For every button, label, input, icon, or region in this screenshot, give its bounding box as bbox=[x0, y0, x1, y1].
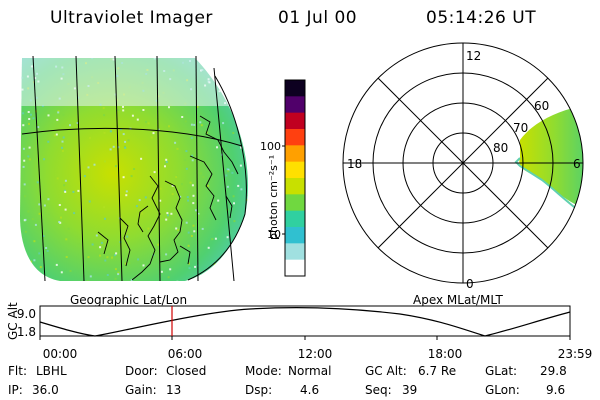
geographic-image bbox=[20, 55, 248, 282]
mlt-label-18: 18 bbox=[347, 157, 362, 171]
date-label: 01 Jul 00 bbox=[278, 8, 358, 28]
gain-value: 13 bbox=[166, 383, 182, 397]
mlat-label-60: 60 bbox=[534, 99, 549, 113]
dsp-value: 4.6 bbox=[300, 383, 320, 397]
mlt-label-12: 12 bbox=[466, 49, 481, 63]
glat-value: 29.8 bbox=[540, 364, 567, 378]
mode-value: Normal bbox=[288, 364, 332, 378]
mode-label: Mode: bbox=[245, 364, 282, 378]
polar-grid bbox=[342, 42, 584, 284]
colorbar-tick-10: 10 bbox=[267, 228, 281, 241]
color-scale-step bbox=[285, 178, 305, 195]
track-xtick-1200: 12:00 bbox=[298, 347, 333, 361]
gcalt-label: GC Alt: bbox=[365, 364, 407, 378]
track-xtick-0000: 00:00 bbox=[43, 347, 78, 361]
color-scale-step bbox=[285, 259, 305, 277]
longitude-grid bbox=[32, 55, 235, 282]
altitude-curve bbox=[39, 307, 571, 337]
track-ytick-9: 9.0 bbox=[17, 307, 36, 321]
track-xtick-1800: 18:00 bbox=[428, 347, 463, 361]
dsp-label: Dsp: bbox=[245, 383, 273, 397]
glat-label: GLat: bbox=[485, 364, 518, 378]
track-axis-title: GC Alt bbox=[6, 302, 20, 340]
door-label: Door: bbox=[125, 364, 158, 378]
polar-apex-plot: 12 18 6 0 60 70 80 bbox=[342, 42, 584, 290]
door-value: Closed bbox=[166, 364, 207, 378]
time-label: 05:14:26 UT bbox=[426, 8, 537, 28]
mlat-label-80: 80 bbox=[493, 141, 508, 155]
color-scale-step bbox=[285, 243, 305, 261]
glon-value: 9.6 bbox=[546, 383, 566, 397]
altitude-track-plot: GC Alt 9.0 1.8 00:00 06:00 12:00 18:00 2… bbox=[6, 302, 593, 361]
geographic-panel-label: Geographic Lat/Lon bbox=[70, 293, 188, 307]
color-scale-bar: 100 10 photon cm⁻²s⁻¹ bbox=[260, 79, 306, 277]
color-scale-step bbox=[285, 210, 305, 228]
color-scale-step bbox=[285, 112, 305, 130]
apex-panel-label: Apex MLat/MLT bbox=[413, 293, 503, 307]
uv-emission-area bbox=[20, 58, 248, 281]
ip-value: 36.0 bbox=[32, 383, 59, 397]
track-xtick-2359: 23:59 bbox=[558, 347, 593, 361]
color-scale-step bbox=[285, 145, 305, 163]
ip-label: IP: bbox=[8, 383, 23, 397]
glon-label: GLon: bbox=[485, 383, 520, 397]
track-ytick-1-8: 1.8 bbox=[17, 325, 36, 339]
seq-label: Seq: bbox=[365, 383, 392, 397]
gcalt-value: 6.7 Re bbox=[418, 364, 457, 378]
color-scale-step bbox=[285, 194, 305, 212]
color-scale-step bbox=[285, 129, 305, 146]
coastlines bbox=[97, 115, 239, 281]
color-scale-step bbox=[285, 80, 305, 97]
globe-limb bbox=[187, 75, 247, 281]
seq-value: 39 bbox=[402, 383, 418, 397]
app-title: Ultraviolet Imager bbox=[50, 8, 213, 28]
track-xtick-0600: 06:00 bbox=[168, 347, 203, 361]
gain-label: Gain: bbox=[125, 383, 157, 397]
flt-label: Flt: bbox=[8, 364, 27, 378]
latitude-line bbox=[21, 127, 243, 147]
flt-value: LBHL bbox=[36, 364, 67, 378]
color-scale-step bbox=[285, 96, 305, 114]
color-scale-gradient bbox=[285, 80, 305, 277]
mlt-label-0: 0 bbox=[466, 277, 474, 290]
color-scale-step bbox=[285, 161, 305, 179]
mlat-label-70: 70 bbox=[513, 121, 528, 135]
color-scale-step bbox=[285, 227, 305, 244]
mlt-label-6: 6 bbox=[573, 157, 581, 171]
colorbar-unit-label: photon cm⁻²s⁻¹ bbox=[267, 155, 280, 240]
colorbar-tick-100: 100 bbox=[260, 140, 281, 153]
